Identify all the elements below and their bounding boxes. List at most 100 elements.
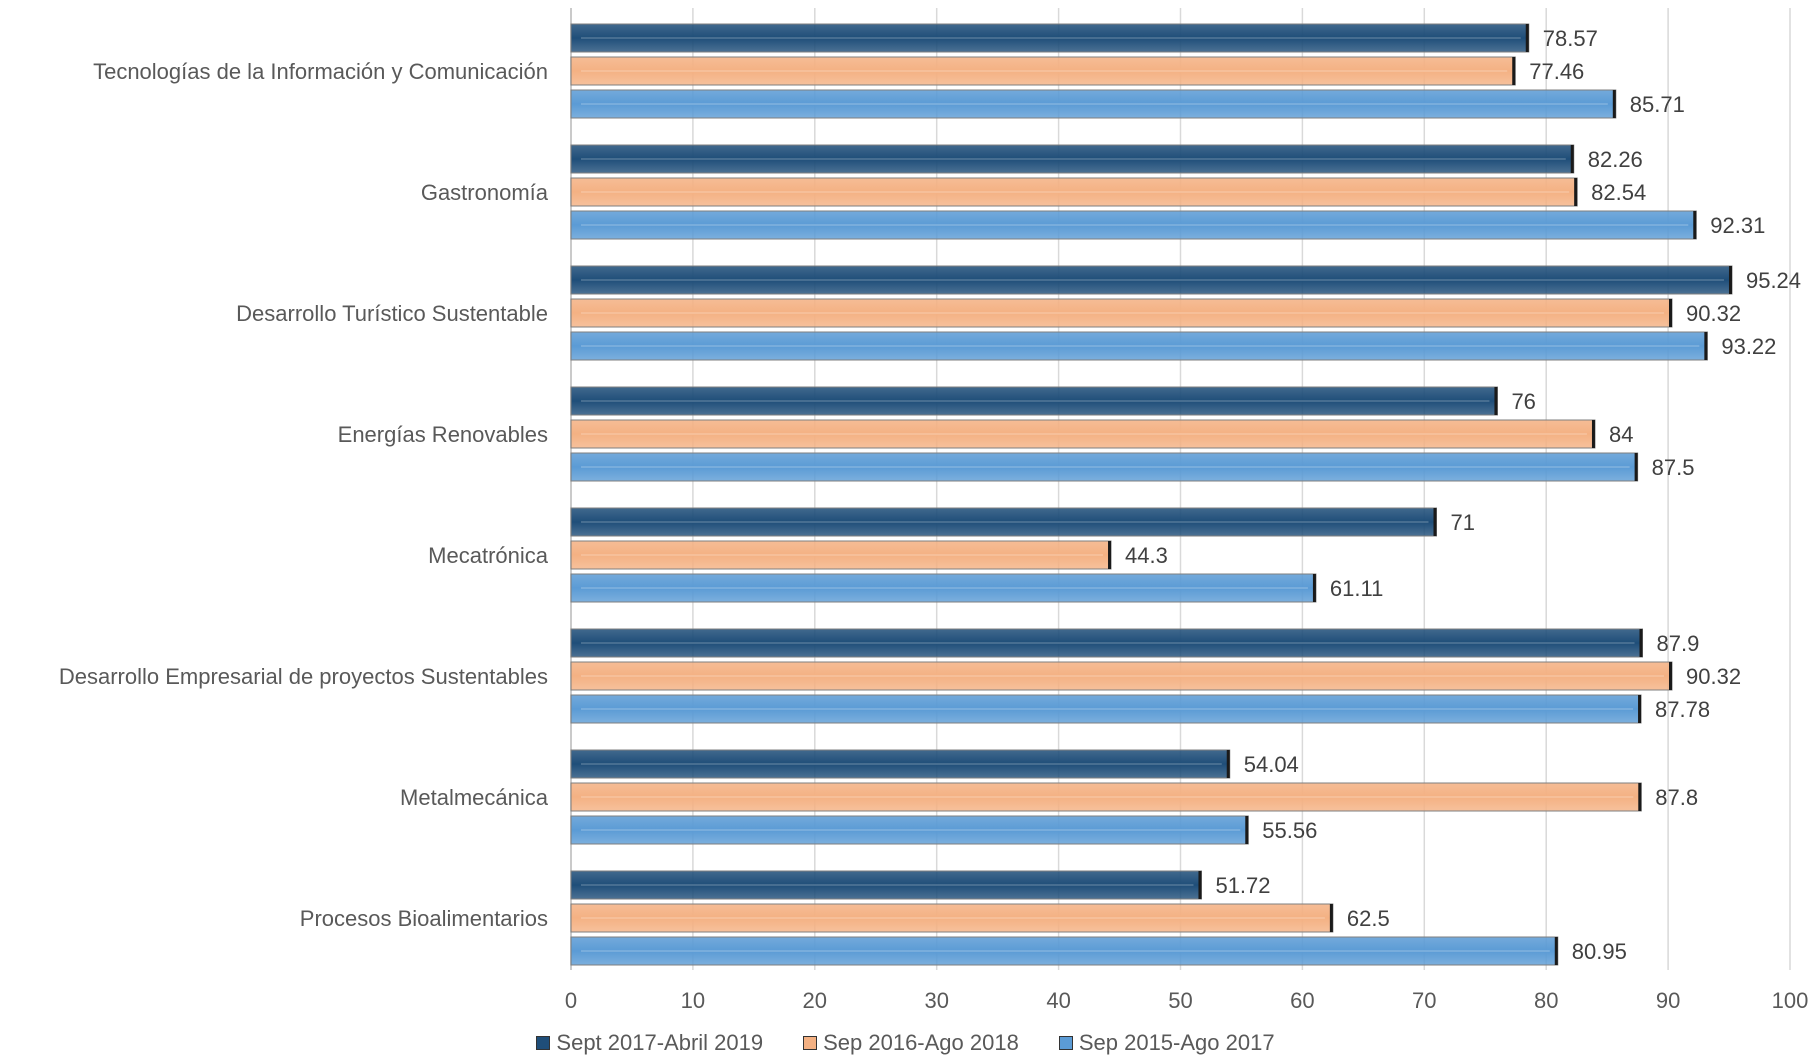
bar-end-cap [1433, 508, 1437, 536]
data-label: 80.95 [1572, 939, 1627, 964]
bar-end-cap [1728, 266, 1732, 294]
legend-label-series-3: Sep 2015-Ago 2017 [1078, 1030, 1275, 1055]
data-label: 44.3 [1125, 543, 1168, 568]
x-tick-label: 30 [924, 988, 948, 1013]
bar-end-cap [1638, 695, 1642, 723]
category-labels: Tecnologías de la Información y Comunica… [59, 59, 549, 931]
x-tick-label: 20 [803, 988, 827, 1013]
category-label: Metalmecánica [400, 785, 549, 810]
x-axis-ticks: 0 10 20 30 40 50 60 70 80 90 100 [565, 988, 1808, 1013]
bar-end-cap [1226, 750, 1230, 778]
data-label: 55.56 [1262, 818, 1317, 843]
bar-end-cap [1669, 662, 1673, 690]
bar-end-cap [1669, 299, 1673, 327]
bar-end-cap [1639, 629, 1643, 657]
legend: Sept 2017-Abril 2019 Sep 2016-Ago 2018 S… [0, 1028, 1811, 1058]
data-label: 92.31 [1710, 213, 1765, 238]
bar [570, 782, 1642, 812]
legend-swatch-series-1 [536, 1036, 551, 1050]
bar [570, 749, 1231, 779]
bar-end-cap [1704, 332, 1708, 360]
bar [570, 144, 1575, 174]
data-label: 85.71 [1630, 92, 1685, 117]
bar [570, 815, 1249, 845]
data-label: 87.78 [1655, 697, 1710, 722]
bar [570, 936, 1559, 966]
category-label: Tecnologías de la Información y Comunica… [93, 59, 548, 84]
bar-end-cap [1525, 24, 1529, 52]
data-label: 84 [1609, 422, 1633, 447]
data-label: 71 [1450, 510, 1474, 535]
bar-end-cap [1693, 211, 1697, 239]
bar-end-cap [1108, 541, 1112, 569]
bar-end-cap [1329, 904, 1333, 932]
bar-end-cap [1612, 90, 1616, 118]
x-tick-label: 40 [1046, 988, 1070, 1013]
data-label: 61.11 [1330, 576, 1383, 601]
x-tick-label: 10 [681, 988, 705, 1013]
bar-end-cap [1638, 783, 1642, 811]
bar-end-cap [1554, 937, 1558, 965]
bar-end-cap [1198, 871, 1202, 899]
x-tick-label: 50 [1168, 988, 1192, 1013]
bar [570, 56, 1516, 86]
bar [570, 540, 1112, 570]
x-tick-label: 60 [1290, 988, 1314, 1013]
data-label: 87.5 [1652, 455, 1695, 480]
data-label: 76 [1511, 389, 1535, 414]
x-tick-label: 70 [1412, 988, 1436, 1013]
bar [570, 452, 1639, 482]
legend-item-series-3: Sep 2015-Ago 2017 [1058, 1030, 1275, 1056]
x-tick-label: 80 [1534, 988, 1558, 1013]
data-label: 82.54 [1591, 180, 1646, 205]
bar [570, 870, 1202, 900]
bar-chart: 78.5777.4685.7182.2682.5492.3195.2490.32… [59, 8, 1808, 1013]
bar-end-cap [1574, 178, 1578, 206]
bar [570, 507, 1437, 537]
bar [570, 89, 1617, 119]
legend-label-series-2: Sep 2016-Ago 2018 [823, 1030, 1019, 1055]
legend-item-series-1: Sept 2017-Abril 2019 [536, 1030, 763, 1056]
x-tick-label: 0 [565, 988, 577, 1013]
bar [570, 661, 1673, 691]
category-label: Desarrollo Empresarial de proyectos Sust… [59, 664, 548, 689]
bar-end-cap [1245, 816, 1249, 844]
bar [570, 23, 1530, 53]
bar-end-cap [1512, 57, 1516, 85]
data-label: 87.8 [1655, 785, 1698, 810]
legend-swatch-series-3 [1058, 1036, 1073, 1050]
bar [570, 177, 1578, 207]
category-label: Procesos Bioalimentarios [300, 906, 548, 931]
category-label: Desarrollo Turístico Sustentable [236, 301, 548, 326]
data-label: 82.26 [1588, 147, 1643, 172]
data-label: 87.9 [1657, 631, 1700, 656]
bar-end-cap [1494, 387, 1498, 415]
bar-end-cap [1591, 420, 1595, 448]
data-label: 90.32 [1686, 301, 1741, 326]
data-label: 90.32 [1686, 664, 1741, 689]
bar-end-cap [1634, 453, 1638, 481]
data-label: 93.22 [1721, 334, 1776, 359]
bar [570, 573, 1317, 603]
data-labels: 78.5777.4685.7182.2682.5492.3195.2490.32… [1125, 26, 1801, 964]
x-tick-label: 90 [1656, 988, 1680, 1013]
data-label: 51.72 [1215, 873, 1270, 898]
bars [570, 23, 1733, 966]
category-label: Energías Renovables [338, 422, 548, 447]
category-label: Gastronomía [421, 180, 549, 205]
data-label: 78.57 [1543, 26, 1598, 51]
data-label: 95.24 [1746, 268, 1801, 293]
bar [570, 210, 1697, 240]
bar [570, 694, 1642, 724]
data-label: 54.04 [1244, 752, 1299, 777]
x-tick-label: 100 [1772, 988, 1809, 1013]
bar-end-cap [1570, 145, 1574, 173]
bar [570, 331, 1708, 361]
legend-swatch-series-2 [803, 1036, 818, 1050]
bar [570, 298, 1673, 328]
bar [570, 903, 1334, 933]
bar [570, 386, 1498, 416]
legend-label-series-1: Sept 2017-Abril 2019 [556, 1030, 764, 1055]
data-label: 77.46 [1529, 59, 1584, 84]
data-label: 62.5 [1347, 906, 1390, 931]
